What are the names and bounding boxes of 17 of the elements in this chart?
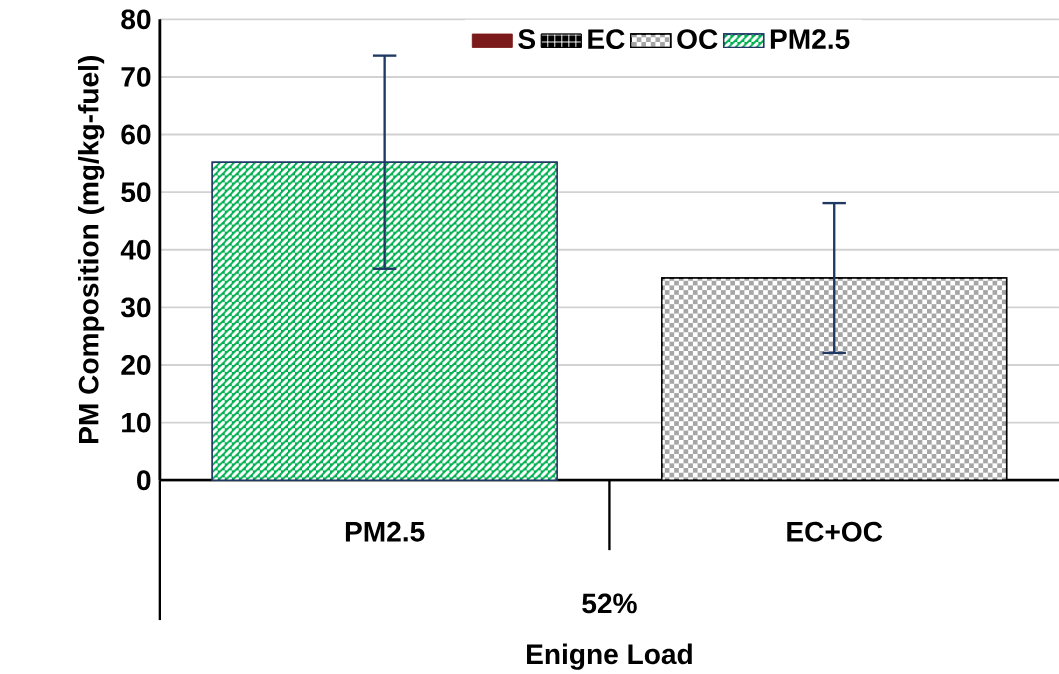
y-axis-title: PM Composition (mg/kg-fuel) xyxy=(77,56,105,443)
text: 52% xyxy=(582,593,637,614)
legend-label: EC xyxy=(588,29,625,50)
y-tick-label: 70 xyxy=(121,66,151,87)
y-tick-label: 30 xyxy=(121,297,151,318)
y-tick-label: 80 xyxy=(121,9,151,30)
legend-label: PM2.5 xyxy=(770,29,850,50)
x-tick-label: EC+OC xyxy=(787,521,883,542)
y-tick-label: 0 xyxy=(137,470,151,491)
y-tick-label: 60 xyxy=(121,124,151,145)
x-axis-title: Enigne Load xyxy=(527,643,692,670)
y-tick-label: 20 xyxy=(121,355,151,375)
y-tick-label: 40 xyxy=(120,239,151,260)
legend-label: S xyxy=(518,29,536,50)
y-tick-label: 50 xyxy=(121,182,151,203)
y-tick-label: 10 xyxy=(122,412,151,433)
legend-label: OC xyxy=(677,29,718,50)
